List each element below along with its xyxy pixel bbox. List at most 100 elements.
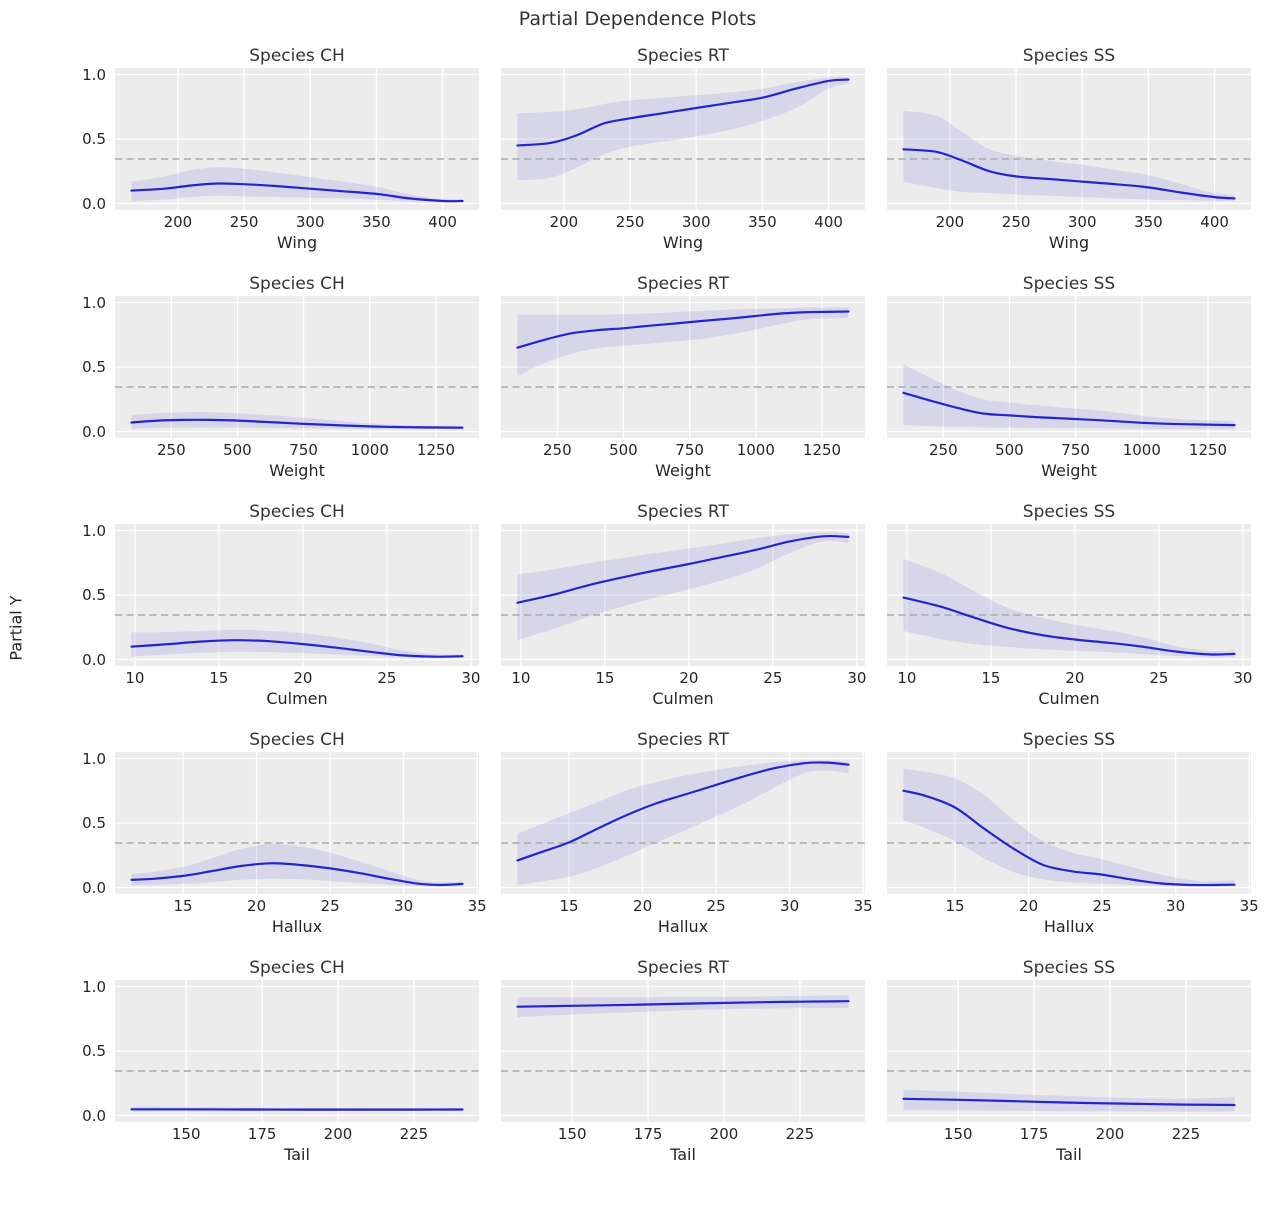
subplot-title: Species SS (1022, 46, 1116, 66)
x-tick-label: 1250 (416, 441, 456, 459)
pdp-chart-svg (887, 68, 1251, 210)
plot-area (887, 752, 1251, 894)
x-tick-label: 500 (995, 441, 1024, 459)
x-ticks: 200 250 300 350 400 (887, 210, 1251, 232)
plot-area: 1.0 0.5 0.0 (82, 750, 479, 897)
subplot-culmen-ss: Species SS 10 15 20 25 30 Culmen (887, 500, 1252, 712)
x-axis-label: Culmen (652, 689, 714, 708)
x-ticks: 10 15 20 25 30 (115, 666, 480, 688)
x-tick-label: 200 (549, 213, 579, 231)
x-tick-label: 20 (1019, 897, 1039, 915)
x-tick-label: 25 (377, 669, 397, 687)
subplot-title: Species CH (249, 730, 345, 750)
pdp-chart-svg (887, 752, 1251, 894)
subplot-weight-ch: Species CH 1.0 0.5 0.0 250 500 750 1000 1250 Weig… (82, 272, 479, 484)
x-tick-label: 150 (943, 1125, 973, 1143)
subplot-hallux-ch: Species CH 1.0 0.5 0.0 15 20 25 30 35 Hallux (82, 728, 487, 940)
x-tick-label: 25 (320, 897, 340, 915)
plot-area (887, 296, 1251, 438)
x-tick-label: 225 (399, 1125, 429, 1143)
x-axis-label: Culmen (266, 689, 328, 708)
x-ticks: 200 250 300 350 400 (115, 210, 479, 232)
x-ticks: 150 175 200 225 (887, 1122, 1251, 1144)
x-tick-label: 15 (173, 897, 193, 915)
plot-area (501, 296, 865, 438)
x-tick-label: 250 (928, 441, 958, 459)
x-tick-label: 20 (679, 669, 699, 687)
x-ticks: 150 175 200 225 (501, 1122, 865, 1144)
pdp-chart-svg (501, 524, 865, 666)
plots-grid: Species CH 1.0 0.5 0.0 200 250 300 350 400 Wing Sp… (0, 30, 1275, 1168)
plot-area (501, 752, 865, 894)
x-tick-label: 300 (1067, 213, 1097, 231)
subplot-culmen-ch: Species CH 1.0 0.5 0.0 10 15 20 25 30 Culmen (82, 500, 480, 712)
subplot-tail-rt: Species RT 150 175 200 225 Tail (501, 956, 865, 1168)
x-axis-label: Wing (1048, 233, 1090, 252)
plot-area (887, 68, 1251, 210)
y-tick-label: 0.5 (82, 358, 106, 376)
x-axis-label: Wing (662, 233, 704, 252)
pdp-chart-svg (115, 296, 479, 438)
plot-area (887, 980, 1251, 1122)
x-tick-label: 1000 (1122, 441, 1161, 459)
x-tick-label: 200 (323, 1125, 353, 1143)
x-tick-label: 750 (675, 441, 704, 459)
subplot-title: Species SS (1022, 502, 1116, 522)
subplot-title: Species CH (249, 502, 345, 522)
x-tick-label: 175 (633, 1125, 663, 1143)
x-ticks: 10 15 20 25 30 (887, 666, 1252, 688)
pdp-chart-svg (501, 752, 865, 894)
x-axis-label: Weight (655, 461, 711, 480)
x-tick-label: 20 (293, 669, 313, 687)
x-tick-label: 250 (1001, 213, 1031, 231)
y-tick-label: 1.0 (82, 977, 106, 996)
x-tick-label: 1250 (1188, 441, 1228, 459)
pdp-chart-svg (115, 68, 479, 210)
x-tick-label: 200 (163, 213, 193, 231)
x-tick-label: 25 (706, 897, 726, 915)
x-ticks: 15 20 25 30 35 (115, 894, 486, 916)
pdp-chart-svg (501, 980, 865, 1122)
x-tick-label: 15 (595, 669, 615, 687)
x-tick-label: 200 (709, 1125, 739, 1143)
x-tick-label: 20 (247, 897, 267, 915)
pdp-chart-svg (115, 980, 479, 1122)
y-tick-label: 1.0 (82, 65, 106, 84)
x-axis-label: Wing (276, 233, 318, 252)
x-axis-label: Tail (1056, 1145, 1082, 1164)
x-tick-label: 150 (557, 1125, 587, 1143)
x-tick-label: 400 (1200, 213, 1229, 231)
plot-area: 1.0 0.5 0.0 (82, 66, 479, 213)
subplot-hallux-ss: Species SS 15 20 25 30 35 Hallux (887, 728, 1259, 940)
subplot-title: Species CH (249, 46, 345, 66)
plot-area: 1.0 0.5 0.0 (82, 522, 479, 669)
x-tick-label: 200 (1095, 1125, 1125, 1143)
x-tick-label: 350 (1134, 213, 1163, 231)
x-axis-label: Hallux (1043, 917, 1095, 936)
x-ticks: 150 175 200 225 (115, 1122, 479, 1144)
x-tick-label: 225 (1171, 1125, 1201, 1143)
y-tick-label: 0.5 (82, 1042, 106, 1060)
x-tick-label: 300 (681, 213, 711, 231)
x-tick-label: 175 (1019, 1125, 1049, 1143)
x-tick-label: 350 (362, 213, 391, 231)
y-tick-label: 0.5 (82, 586, 106, 604)
x-tick-label: 200 (935, 213, 965, 231)
y-tick-label: 1.0 (82, 521, 106, 540)
x-ticks: 15 20 25 30 35 (887, 894, 1258, 916)
x-tick-label: 1000 (736, 441, 775, 459)
x-tick-label: 250 (229, 213, 259, 231)
plot-area: 1.0 0.5 0.0 (82, 294, 479, 441)
x-tick-label: 35 (467, 897, 487, 915)
subplot-hallux-rt: Species RT 15 20 25 30 35 Hallux (501, 728, 873, 940)
subplot-title: Species SS (1022, 274, 1116, 294)
subplot-title: Species CH (249, 958, 345, 978)
x-tick-label: 20 (1065, 669, 1085, 687)
pdp-chart-svg (501, 68, 865, 210)
pdp-chart-svg (887, 296, 1251, 438)
subplot-title: Species RT (637, 46, 729, 66)
figure-title: Partial Dependence Plots (518, 8, 757, 30)
pdp-chart-svg (115, 752, 479, 894)
subplot-weight-ss: Species SS 250 500 750 1000 1250 Weight (887, 272, 1251, 484)
subplot-wing-ss: Species SS 200 250 300 350 400 Wing (887, 44, 1251, 256)
